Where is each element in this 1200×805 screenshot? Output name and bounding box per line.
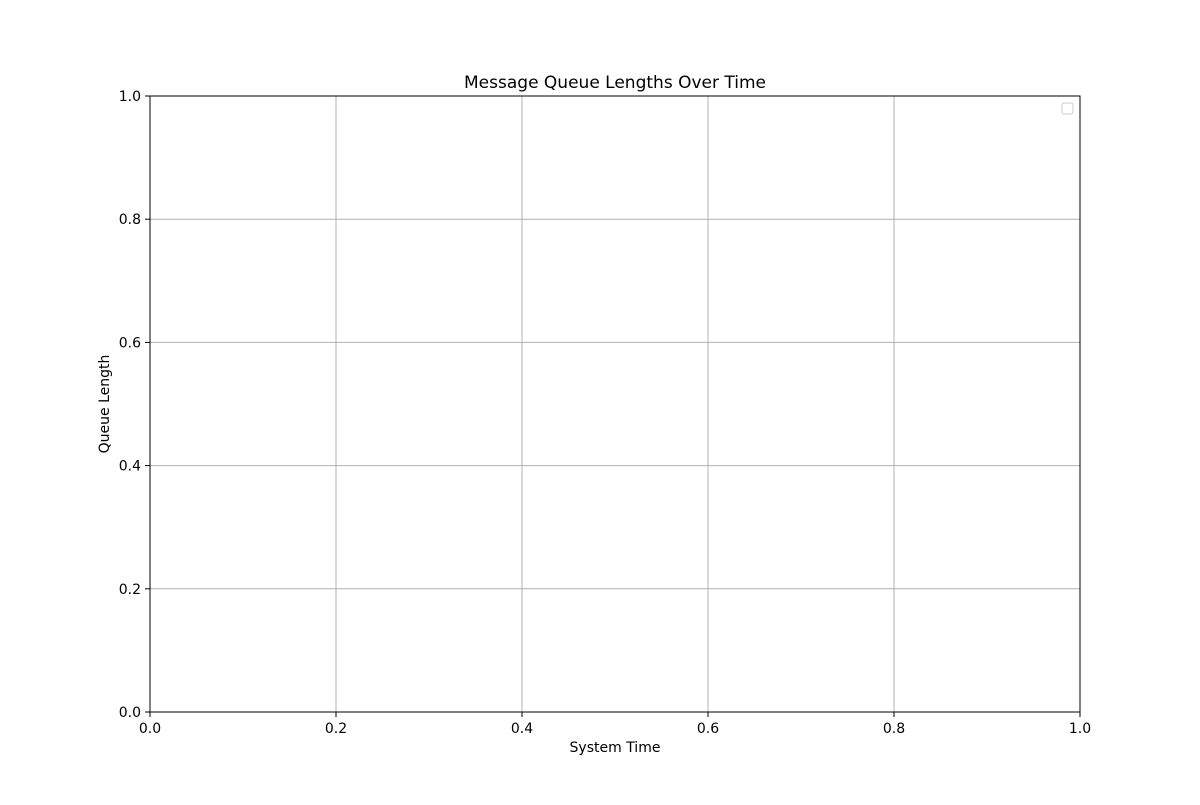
y-tick-label-4: 0.8 (119, 212, 141, 228)
x-tick-label-4: 0.8 (883, 721, 905, 737)
x-tick-label-5: 1.0 (1069, 721, 1091, 737)
chart-title: Message Queue Lengths Over Time (464, 73, 766, 93)
y-tick-label-5: 1.0 (119, 89, 141, 105)
x-axis-ticks: 0.0 0.2 0.4 0.6 0.8 1.0 (139, 712, 1091, 737)
legend (1061, 102, 1074, 115)
x-tick-label-2: 0.4 (511, 721, 533, 737)
y-axis-ticks: 0.0 0.2 0.4 0.6 0.8 1.0 (119, 89, 150, 721)
x-tick-label-0: 0.0 (139, 721, 161, 737)
y-tick-label-3: 0.6 (119, 335, 141, 351)
plot-area-frame (149, 95, 1081, 713)
x-tick-label-1: 0.2 (325, 721, 347, 737)
x-tick-label-3: 0.6 (697, 721, 719, 737)
y-tick-label-0: 0.0 (119, 705, 141, 721)
y-axis-label: Queue Length (97, 355, 113, 454)
y-tick-label-1: 0.2 (119, 582, 141, 598)
x-axis-label: System Time (570, 740, 661, 756)
y-tick-label-2: 0.4 (119, 459, 141, 475)
